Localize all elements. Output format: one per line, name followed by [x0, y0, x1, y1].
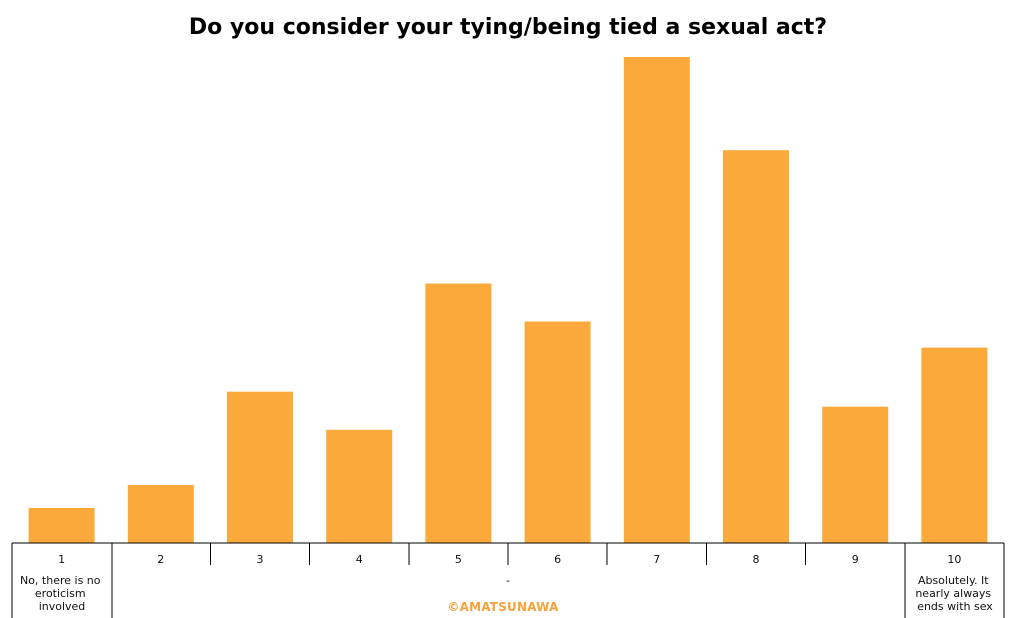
- bar-4: [326, 429, 393, 543]
- bar-6: [524, 321, 591, 543]
- tick-label-2: 2: [157, 553, 164, 566]
- bar-10: [921, 347, 988, 543]
- tick-label-6: 6: [554, 553, 561, 566]
- tick-group: 1 2 3 4 5 6 7 8 9 10: [58, 543, 961, 566]
- tick-label-4: 4: [356, 553, 363, 566]
- group-label-high: Absolutely. It nearly always ends with s…: [915, 574, 994, 613]
- bar-5: [425, 283, 492, 543]
- group-label-high-line-3: ends with sex: [917, 600, 993, 613]
- tick-label-5: 5: [455, 553, 462, 566]
- group-label-low-line-1: No, there is no: [20, 574, 101, 587]
- tick-label-7: 7: [653, 553, 660, 566]
- group-label-low-line-3: involved: [39, 600, 86, 613]
- tick-label-9: 9: [852, 553, 859, 566]
- bar-9: [822, 406, 889, 543]
- group-labels: No, there is no eroticism involved - Abs…: [20, 574, 994, 613]
- bar-8: [723, 150, 789, 543]
- tick-label-1: 1: [58, 553, 65, 566]
- x-axis: 1 2 3 4 5 6 7 8 9 10: [11, 542, 1005, 618]
- group-label-middle: -: [506, 574, 510, 587]
- bar-1: [28, 507, 95, 543]
- bar-7: [623, 57, 690, 543]
- bars-group: [28, 57, 988, 543]
- tick-label-3: 3: [257, 553, 264, 566]
- chart-title: Do you consider your tying/being tied a …: [189, 15, 827, 40]
- tick-label-8: 8: [753, 553, 760, 566]
- bar-2: [127, 484, 194, 543]
- tick-label-10: 10: [947, 553, 961, 566]
- watermark: ©AMATSUNAWA: [447, 600, 559, 614]
- group-label-low-line-2: eroticism: [35, 587, 86, 600]
- group-label-low: No, there is no eroticism involved: [20, 574, 104, 613]
- group-label-high-line-2: nearly always: [915, 587, 991, 600]
- bar-3: [227, 391, 293, 543]
- group-label-high-line-1: Absolutely. It: [918, 574, 989, 587]
